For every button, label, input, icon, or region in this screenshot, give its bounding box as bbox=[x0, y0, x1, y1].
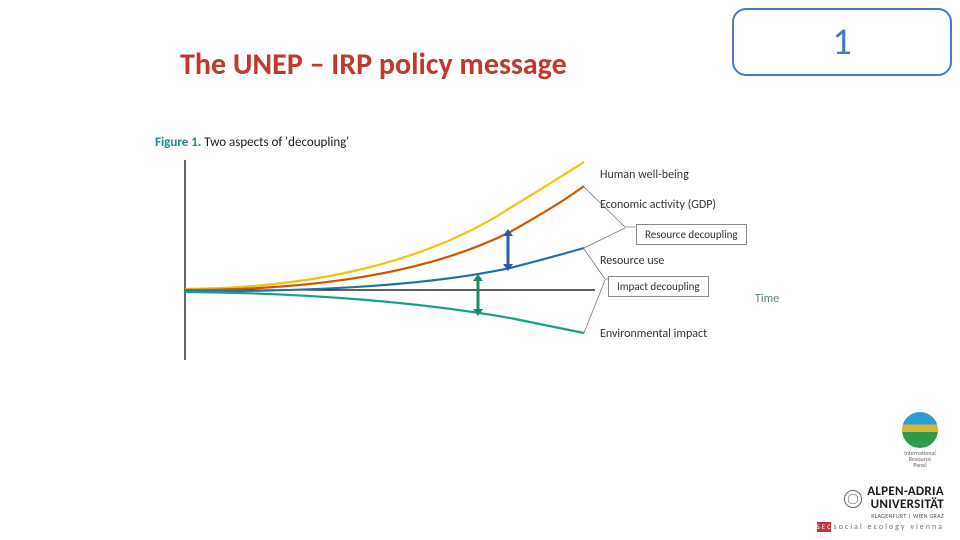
label-environmental_impact: Environmental impact bbox=[600, 327, 707, 341]
figure-caption-text: Two aspects of 'decoupling' bbox=[204, 135, 349, 150]
curve-resource_use bbox=[185, 248, 584, 291]
resource_decoupling_arrow bbox=[503, 229, 513, 271]
impact_decoupling_arrow bbox=[473, 274, 483, 316]
curve-economic_activity bbox=[185, 186, 584, 290]
irp-logo-text: International Resource Panel bbox=[896, 450, 944, 468]
gap-arrows bbox=[473, 229, 513, 316]
axes bbox=[185, 160, 595, 360]
seal-icon bbox=[844, 490, 862, 508]
slide: The UNEP – IRP policy message 1 Figure 1… bbox=[0, 0, 960, 540]
univ-name-bottom: UNIVERSITÄT bbox=[871, 497, 944, 512]
slide-number: 1 bbox=[832, 19, 851, 65]
curves bbox=[185, 162, 584, 333]
label-human_wellbeing: Human well-being bbox=[600, 168, 689, 182]
slide-title: The UNEP – IRP policy message bbox=[180, 46, 567, 83]
globe-icon bbox=[902, 412, 938, 448]
figure-caption: Figure 1. Two aspects of 'decoupling' bbox=[155, 135, 349, 150]
soc-text: social ecology vienna bbox=[834, 522, 944, 532]
callout-impact_decoupling: Impact decoupling bbox=[608, 276, 709, 297]
lead-resource_decoupling bbox=[584, 187, 635, 248]
irp-logo: International Resource Panel bbox=[896, 412, 944, 460]
label-resource_use: Resource use bbox=[600, 254, 664, 268]
logo-area: International Resource Panel ALPEN-ADRIA… bbox=[784, 412, 944, 532]
curve-human_wellbeing bbox=[185, 162, 584, 289]
figure-caption-prefix: Figure 1. bbox=[155, 135, 201, 150]
slide-number-box: 1 bbox=[732, 8, 952, 76]
irp-line3: Panel bbox=[896, 462, 944, 468]
univ-soc: SECsocial ecology vienna bbox=[794, 522, 944, 532]
univ-name: ALPEN-ADRIA UNIVERSITÄT bbox=[867, 486, 944, 511]
sec-badge: SEC bbox=[817, 522, 831, 532]
univ-sub: KLAGENFURT | WIEN GRAZ bbox=[794, 512, 944, 520]
curve-environmental_impact bbox=[185, 292, 584, 333]
university-logo: ALPEN-ADRIA UNIVERSITÄT KLAGENFURT | WIE… bbox=[794, 486, 944, 532]
callout-resource_decoupling: Resource decoupling bbox=[636, 224, 747, 245]
label-economic_activity: Economic activity (GDP) bbox=[600, 198, 716, 212]
x-axis-label: Time bbox=[755, 292, 779, 306]
